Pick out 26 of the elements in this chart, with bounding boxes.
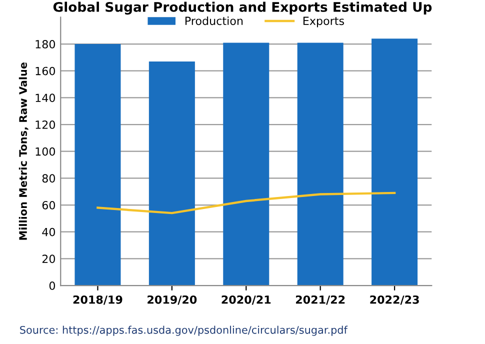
chart-title: Global Sugar Production and Exports Estimated Up <box>53 2 432 15</box>
x-tick-label: 2019/20 <box>148 295 197 305</box>
x-tick-label: 2020/21 <box>222 295 271 305</box>
bar <box>372 38 418 286</box>
x-tick-label: 2021/22 <box>296 295 345 305</box>
x-tick-label: 2022/23 <box>370 295 419 305</box>
y-tick-label: 140 <box>36 94 56 102</box>
y-tick-label: 180 <box>36 40 56 48</box>
bar <box>223 42 270 286</box>
line-series <box>96 192 396 214</box>
y-axis-title: Million Metric Tons, Raw Value <box>18 62 28 240</box>
bar <box>297 42 344 286</box>
y-tick-label: 100 <box>36 147 56 156</box>
y-tick-label: 80 <box>42 174 56 183</box>
legend-label: Production <box>185 16 243 26</box>
y-tick-label: 120 <box>36 120 56 129</box>
source-note: Source: https://apps.fas.usda.gov/psdonline/circulars/sugar.pdf <box>20 326 348 336</box>
bar <box>74 44 121 286</box>
y-tick-label: 160 <box>36 66 56 76</box>
y-tick-label: 0 <box>49 281 56 290</box>
x-tick-label: 2018/19 <box>73 295 122 305</box>
legend-label: Exports <box>303 16 344 28</box>
bar <box>148 61 195 286</box>
y-tick-label: 60 <box>42 201 56 210</box>
y-tick-label: 40 <box>42 228 56 236</box>
y-tick-label: 20 <box>42 254 56 264</box>
